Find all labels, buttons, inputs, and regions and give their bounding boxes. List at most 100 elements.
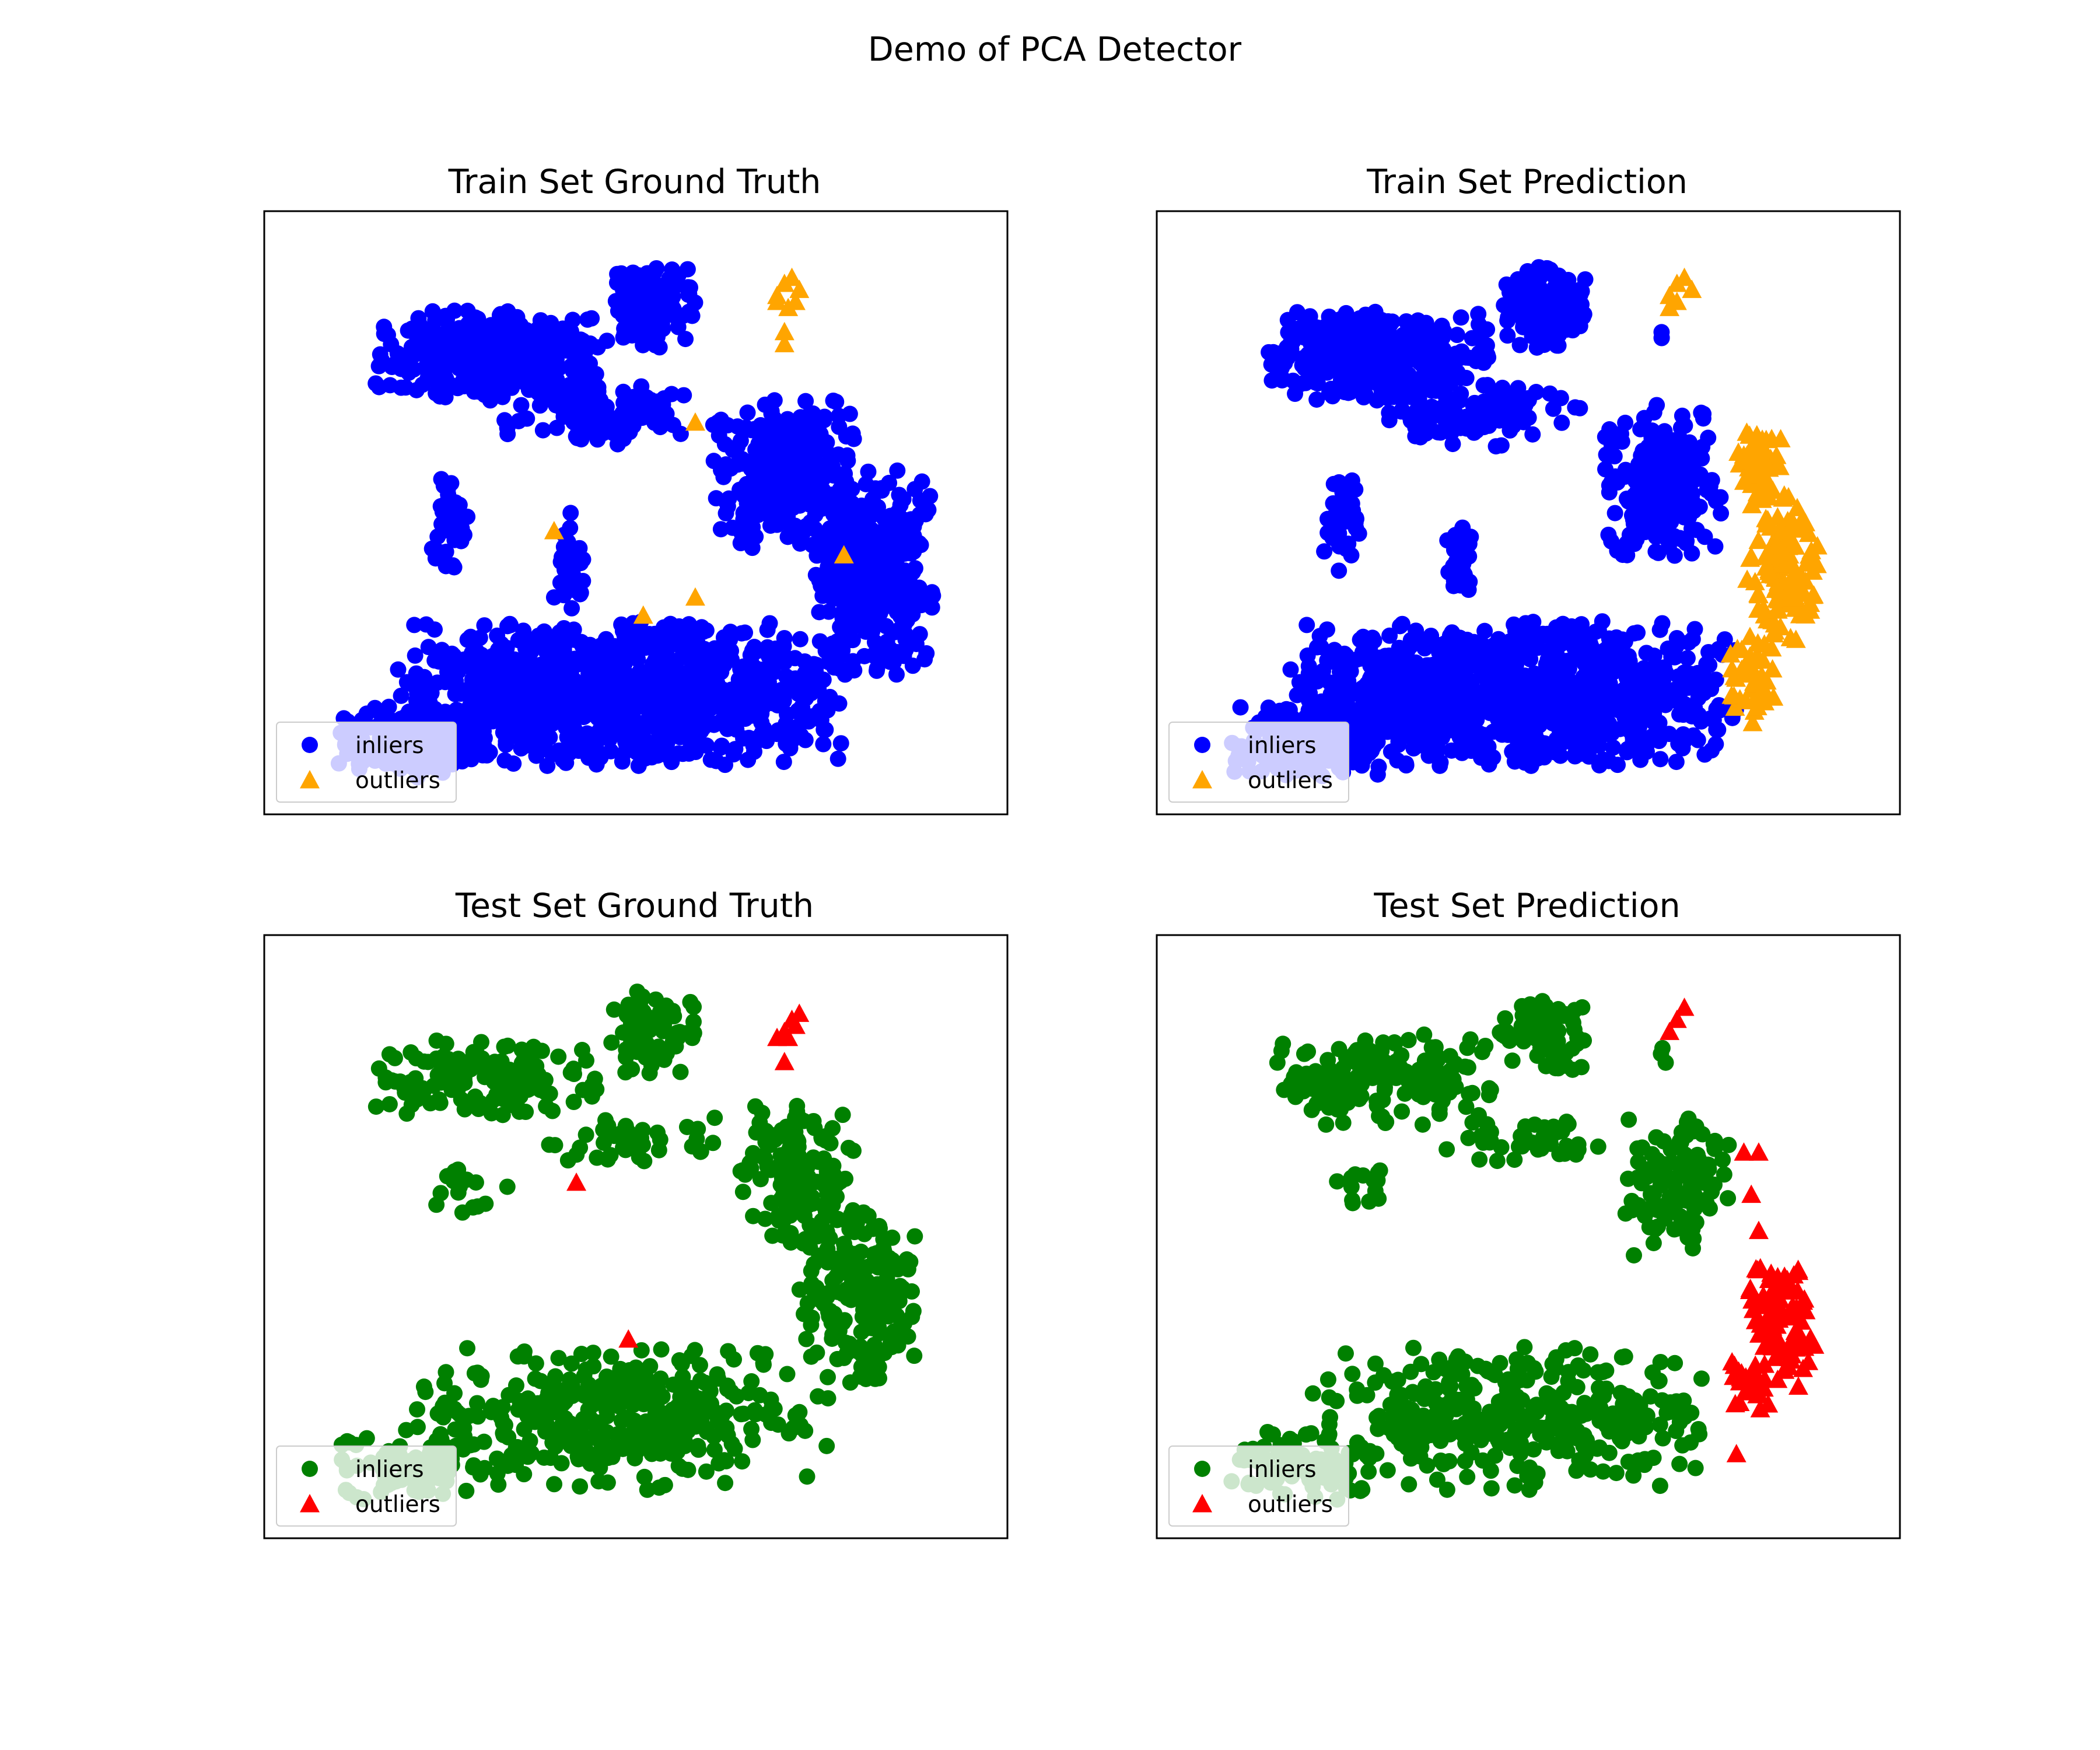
inliers-point [1380,680,1397,697]
inliers-point [832,735,849,752]
inliers-point [869,660,886,677]
inliers-point [418,616,435,633]
inliers-point [601,687,618,704]
inliers-point [1685,473,1702,489]
inliers-point [607,644,624,661]
inliers-point [460,342,477,359]
inliers-point [771,437,788,454]
inliers-point [1392,618,1409,635]
subplot-title: Train Set Ground Truth [448,163,821,201]
inliers-point [435,477,452,494]
inliers-point [1506,616,1522,633]
inliers-point [405,361,422,378]
inliers-point [861,591,878,608]
inliers-point [917,506,934,523]
inliers-point [1623,671,1640,688]
inliers-point [451,320,468,337]
inliers-point [1620,721,1637,738]
inliers-point [555,587,572,604]
inliers-point [840,568,857,584]
inliers-point [633,378,650,395]
inliers-point [1444,436,1461,453]
inliers-point [1409,312,1426,329]
inliers-point [888,527,905,544]
inliers-point [379,327,396,344]
inliers-point [609,265,626,282]
inliers-point [1474,400,1490,417]
inliers-point [521,670,538,687]
inliers-point [1686,699,1703,716]
inliers-point [1419,633,1436,650]
inliers-point [550,648,567,664]
inliers-point [555,552,572,569]
inliers-point [1696,670,1713,687]
inliers-point [1632,421,1649,438]
inliers-point [1556,688,1573,705]
inliers-point [1655,505,1672,522]
inliers-point [446,341,463,358]
inliers-point [1636,502,1653,519]
inliers-point [616,725,633,742]
inliers-point [716,436,733,453]
inliers-point [562,397,579,414]
inliers-point [420,639,437,656]
inliers-point [544,746,561,762]
inliers-point [744,519,761,536]
inliers-point [1424,664,1441,681]
inliers-point [768,516,785,533]
inliers-point [727,718,744,734]
inliers-point [1489,695,1506,712]
inliers-point [406,617,423,634]
inliers-point [697,645,714,662]
outliers-point [685,412,705,431]
inliers-point [615,383,632,400]
inliers-point [881,653,898,670]
inliers-point [437,307,454,324]
series-inliers [330,260,942,786]
inliers-point [1420,408,1437,425]
inliers-point [808,547,825,564]
inliers-point [1507,712,1524,729]
inliers-point [891,487,908,503]
inliers-point [830,446,847,463]
inliers-point [421,322,438,339]
subplot-title: Train Set Prediction [1366,163,1688,201]
inliers-point [1452,385,1469,402]
inliers-point [559,533,576,550]
inliers-point [1584,650,1601,667]
inliers-point [1282,661,1299,678]
inliers-point [1307,374,1324,391]
inliers-point [393,687,410,704]
inliers-point [1590,622,1607,639]
inliers-point [520,332,537,349]
inliers-point [1634,515,1651,532]
inliers-point [1382,316,1399,333]
inliers-point [713,712,730,729]
inliers-point [519,410,536,427]
inliers-point [1651,621,1668,638]
inliers-point [601,657,618,674]
inliers-point [1446,633,1462,650]
inliers-point [1491,412,1508,429]
inliers-point [470,652,487,668]
inliers-point [1696,528,1713,545]
inliers-point [1338,647,1354,664]
inliers-point [1520,410,1537,426]
inliers-point [583,673,600,690]
inliers-point [745,737,762,754]
inliers-point [1675,726,1692,743]
inliers-point [1567,746,1584,762]
inliers-point [882,573,899,590]
inliers-point [1379,342,1396,359]
inliers-point [850,517,867,534]
inliers-point [1316,543,1333,560]
inliers-point [542,382,559,399]
inliers-point [1671,434,1688,451]
inliers-point [734,455,751,472]
inliers-point [1419,324,1436,341]
inliers-point [790,685,807,702]
inliers-point [569,656,586,673]
inliers-point [600,728,617,745]
inliers-point [789,439,806,456]
